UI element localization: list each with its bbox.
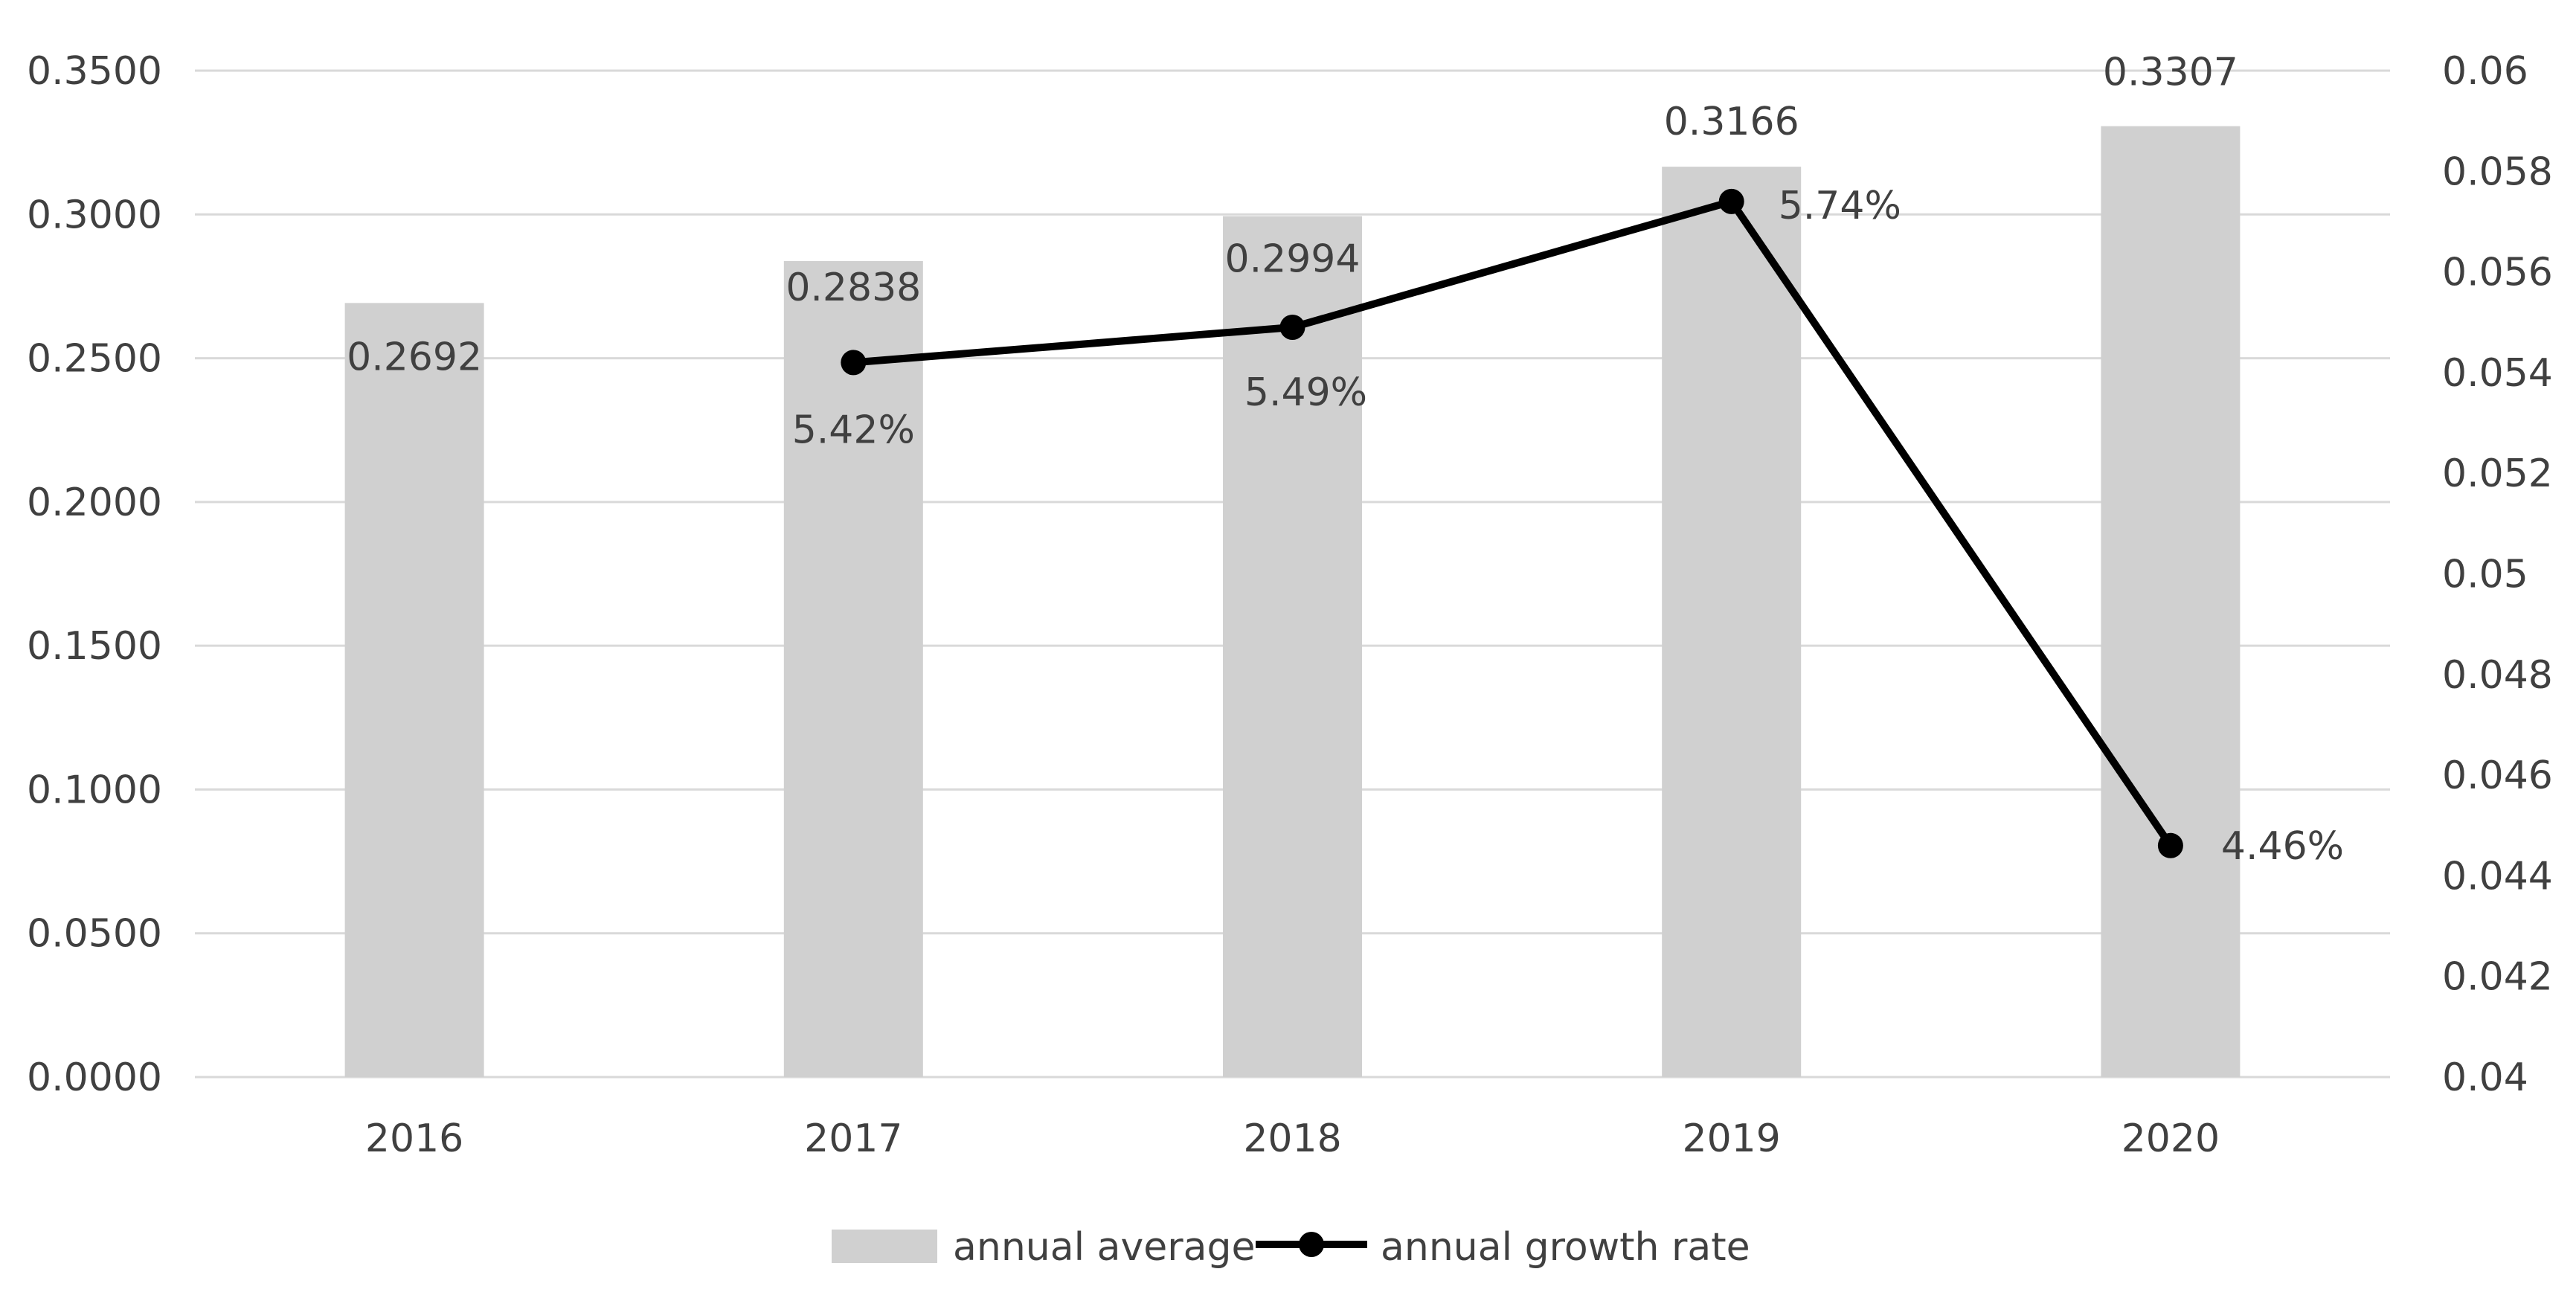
bar [1223,216,1362,1078]
right-axis-tick-label: 0.056 [2442,251,2553,295]
line-point [841,350,867,376]
left-axis-tick-label: 0.3500 [27,49,162,94]
line-data-label: 4.46% [2221,824,2344,869]
left-axis-tick-label: 0.2500 [27,337,162,382]
x-axis-tick-label: 2018 [1243,1116,1341,1161]
line-point [1718,188,1744,214]
data-labels: 0.2692 0.2838 0.2994 0.3166 0.3307 5.42% 5.49%… [347,51,2344,869]
bar-data-label: 0.3166 [1664,100,1799,144]
left-y-axis: 0.0000 0.0500 0.1000 0.1500 0.2000 0.2500 0.30… [27,49,162,1100]
left-axis-tick-label: 0.0000 [27,1055,162,1100]
line-point [1279,315,1305,341]
right-axis-tick-label: 0.06 [2442,49,2528,94]
x-axis-tick-label: 2019 [1683,1116,1781,1161]
bar [1662,167,1802,1077]
legend-label-annual-average: annual average [953,1225,1255,1270]
left-axis-tick-label: 0.3000 [27,193,162,237]
legend-marker-annual-growth-rate [1299,1232,1324,1257]
bar-data-label: 0.2994 [1225,237,1361,282]
line-point [2157,832,2183,858]
right-axis-tick-label: 0.044 [2442,854,2553,899]
bar-data-label: 0.2838 [786,266,921,310]
left-axis-tick-label: 0.1500 [27,624,162,669]
bar-series-annual-average [344,126,2241,1078]
x-axis-tick-label: 2020 [2121,1116,2220,1161]
right-y-axis: 0.04 0.042 0.044 0.046 0.048 0.05 0.052 0.054 0.… [2442,49,2553,1100]
legend-swatch-annual-average [832,1230,937,1263]
right-axis-tick-label: 0.04 [2442,1055,2528,1100]
line-series-annual-growth-rate [841,188,2183,858]
right-axis-tick-label: 0.048 [2442,653,2553,698]
line-data-label: 5.74% [1779,184,1901,228]
left-axis-tick-label: 0.0500 [27,912,162,957]
left-axis-tick-label: 0.2000 [27,481,162,525]
bar [783,260,923,1077]
right-axis-tick-label: 0.042 [2442,955,2553,1000]
growth-rate-line [849,197,2174,849]
line-data-label: 5.42% [792,408,915,452]
x-axis-tick-label: 2016 [365,1116,463,1161]
right-axis-tick-label: 0.054 [2442,351,2553,396]
bar [2101,126,2241,1078]
bar-data-label: 0.2692 [347,335,482,379]
x-axis-tick-label: 2017 [804,1116,902,1161]
legend: annual average annual growth rate [832,1225,1750,1270]
right-axis-tick-label: 0.052 [2442,452,2553,496]
right-axis-tick-label: 0.046 [2442,753,2553,798]
line-data-label: 5.49% [1244,370,1367,415]
bar [344,303,484,1077]
right-axis-tick-label: 0.058 [2442,150,2553,194]
right-axis-tick-label: 0.05 [2442,553,2528,597]
legend-label-annual-growth-rate: annual growth rate [1381,1225,1750,1270]
bar-data-label: 0.3307 [2103,51,2238,95]
left-axis-tick-label: 0.1000 [27,768,162,812]
x-axis: 2016 2017 2018 2019 2020 [365,1116,2220,1161]
